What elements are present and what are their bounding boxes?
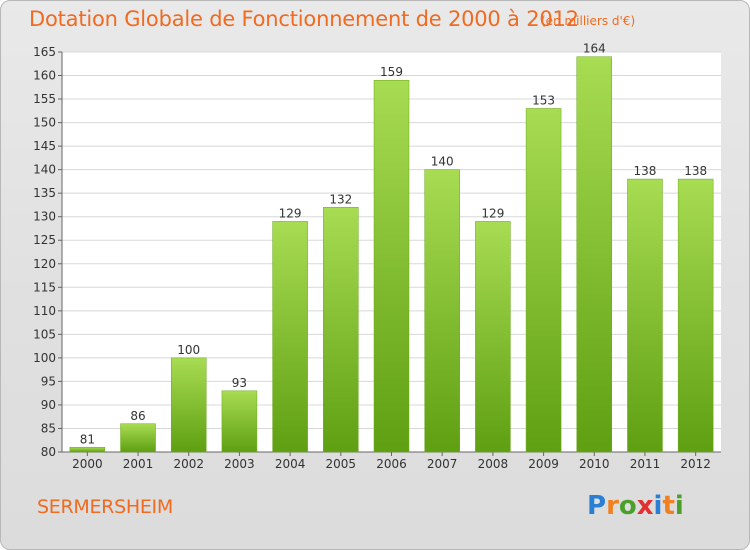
y-tick-label: 130	[33, 210, 56, 224]
y-tick-label: 95	[41, 374, 56, 388]
x-tick-label: 2006	[376, 457, 407, 471]
x-tick-label: 2011	[630, 457, 661, 471]
y-tick-label: 135	[33, 186, 56, 200]
bar	[120, 423, 156, 453]
y-tick-label: 165	[33, 45, 56, 59]
logo-letter: P	[587, 491, 607, 521]
y-tick-label: 160	[33, 69, 56, 83]
bar	[323, 207, 359, 453]
y-tick-label: 150	[33, 116, 56, 130]
bar	[627, 178, 663, 453]
x-tick-label: 2012	[680, 457, 711, 471]
logo-letter: x	[636, 491, 654, 521]
chart-title: Dotation Globale de Fonctionnement de 20…	[29, 7, 579, 31]
logo-letter: r	[606, 491, 619, 521]
y-tick-label: 115	[33, 280, 56, 294]
proxiti-logo: Proxiti	[587, 491, 684, 521]
logo-letter: i	[674, 491, 684, 521]
data-label: 86	[130, 409, 145, 423]
data-label: 93	[232, 376, 247, 390]
x-tick-label: 2008	[478, 457, 509, 471]
bar	[272, 221, 308, 453]
data-label: 153	[532, 93, 555, 107]
y-tick-label: 155	[33, 92, 56, 106]
y-tick-label: 120	[33, 257, 56, 271]
y-tick-label: 125	[33, 233, 56, 247]
x-tick-label: 2010	[579, 457, 610, 471]
x-tick-label: 2007	[427, 457, 458, 471]
logo-letter: t	[662, 491, 675, 521]
bar	[170, 357, 207, 453]
y-tick-label: 100	[33, 351, 56, 365]
x-tick-label: 2000	[72, 457, 103, 471]
x-tick-label: 2001	[123, 457, 154, 471]
y-tick-label: 85	[41, 421, 56, 435]
data-label: 164	[583, 42, 606, 56]
logo-letter: i	[653, 491, 663, 521]
y-tick-label: 105	[33, 327, 56, 341]
y-tick-label: 140	[33, 163, 56, 177]
y-tick-label: 145	[33, 139, 56, 153]
bar	[373, 79, 410, 453]
bar	[525, 108, 562, 453]
chart-unit-label: (en milliers d'€)	[541, 14, 636, 28]
y-tick-label: 90	[41, 398, 56, 412]
bar	[576, 56, 613, 453]
data-label: 138	[634, 164, 657, 178]
data-label: 159	[380, 65, 403, 79]
commune-name: SERMERSHEIM	[37, 496, 173, 518]
x-tick-label: 2003	[224, 457, 255, 471]
y-tick-label: 80	[41, 445, 56, 459]
x-tick-label: 2005	[326, 457, 357, 471]
x-tick-label: 2009	[528, 457, 559, 471]
bar	[69, 447, 106, 453]
bar	[221, 390, 258, 453]
bar	[677, 178, 714, 453]
bar	[424, 169, 460, 453]
logo-letter: o	[618, 491, 637, 521]
data-label: 129	[481, 206, 504, 220]
data-label: 81	[80, 432, 95, 446]
x-tick-label: 2002	[173, 457, 204, 471]
data-label: 100	[177, 343, 200, 357]
y-tick-label: 110	[33, 304, 56, 318]
x-tick-label: 2004	[275, 457, 306, 471]
bar	[475, 221, 511, 453]
data-label: 140	[431, 155, 454, 169]
data-label: 138	[684, 164, 707, 178]
data-label: 129	[279, 206, 302, 220]
data-label: 132	[329, 192, 352, 206]
